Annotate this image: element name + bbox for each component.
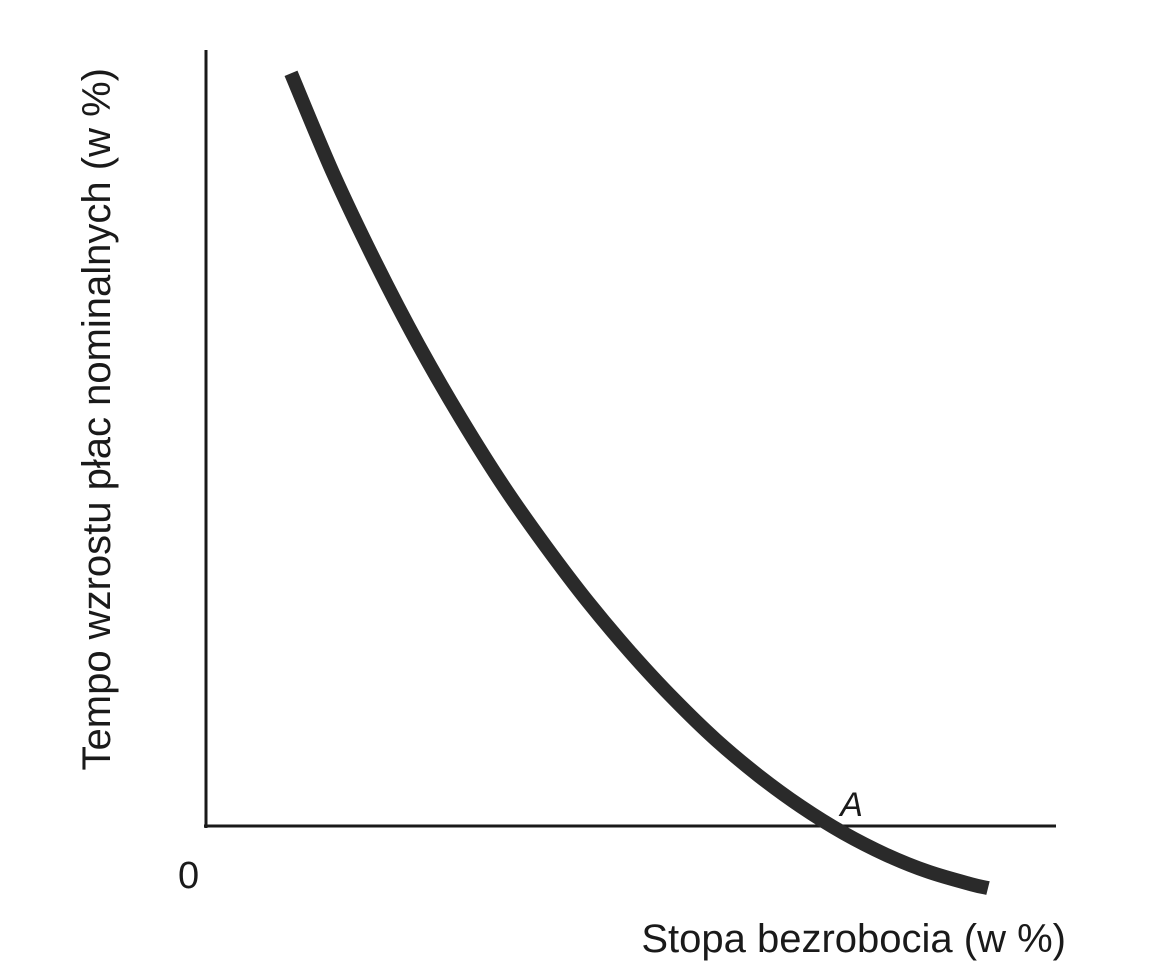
y-axis-label: Tempo wzrostu płac nominalnych (w %): [75, 68, 119, 770]
annotation-label: A: [838, 786, 863, 824]
origin-label: 0: [178, 855, 199, 897]
x-axis-label: Stopa bezrobocia (w %): [641, 917, 1066, 961]
labels-layer: A 0 Stopa bezrobocia (w %) Tempo wzrostu…: [75, 68, 1066, 961]
phillips-curve-line: [284, 70, 990, 895]
axes: [204, 50, 1056, 828]
series-layer: [284, 70, 990, 895]
